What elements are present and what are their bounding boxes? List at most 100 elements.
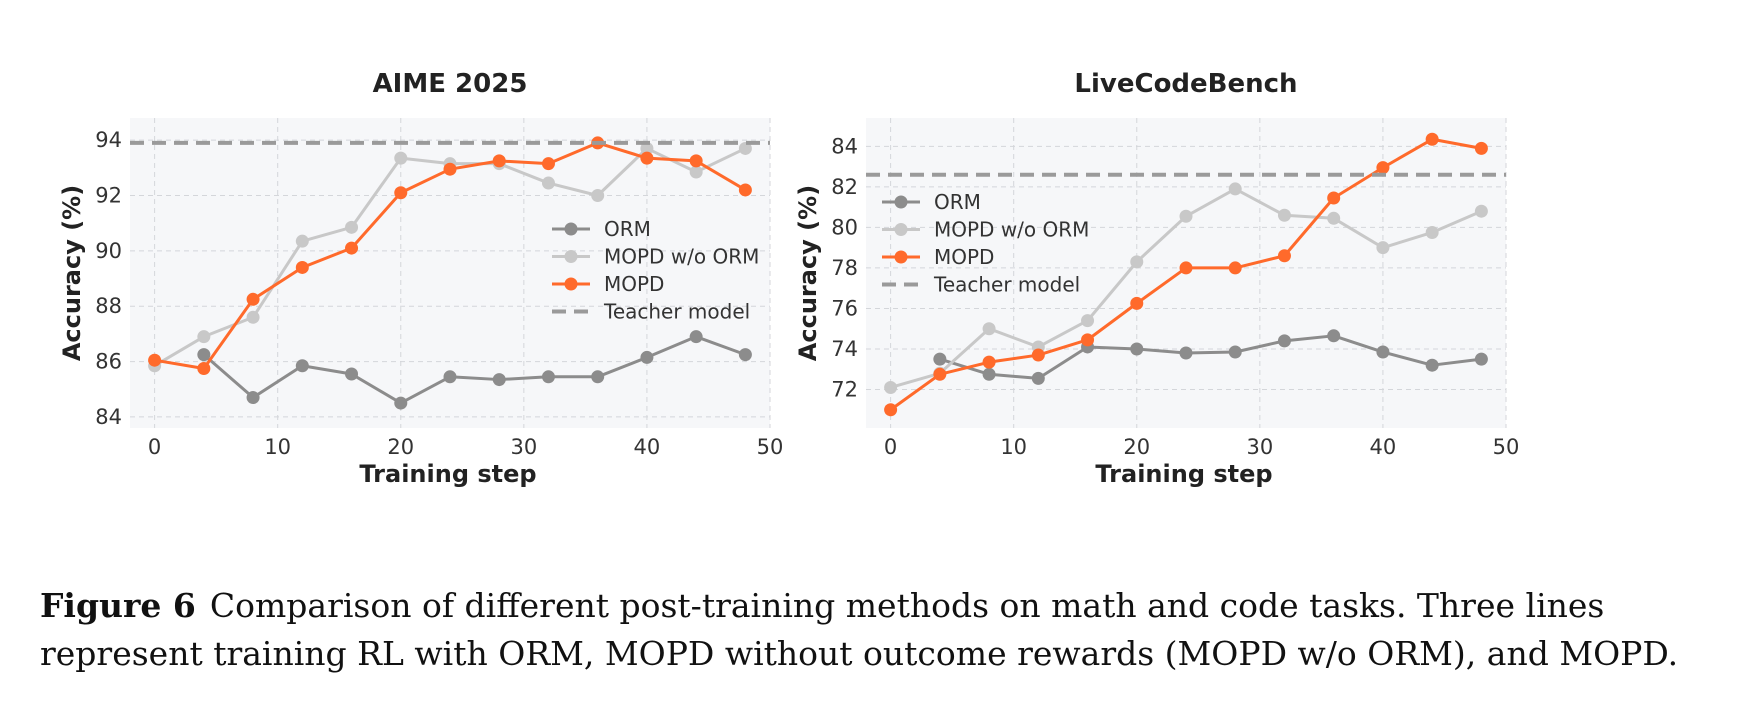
data-point-mopd xyxy=(1179,261,1193,275)
x-tick-label: 40 xyxy=(634,435,661,459)
y-tick-label: 76 xyxy=(831,296,858,320)
legend-label: Teacher model xyxy=(933,273,1080,297)
data-point-orm xyxy=(1228,345,1242,359)
data-point-mopd xyxy=(1277,249,1291,263)
y-tick-label: 86 xyxy=(95,350,122,374)
data-point-mopd xyxy=(492,154,506,168)
caption-figure-label: Figure 6 xyxy=(40,586,196,625)
data-point-mopd xyxy=(541,157,555,171)
data-point-mopd-w-o-orm xyxy=(1327,211,1341,225)
y-axis-label: Accuracy (%) xyxy=(58,185,86,361)
figure-caption: Figure 6 Comparison of different post-tra… xyxy=(40,582,1720,678)
data-point-mopd-w-o-orm xyxy=(1228,182,1242,196)
data-point-mopd-w-o-orm xyxy=(1277,208,1291,222)
x-tick-label: 40 xyxy=(1370,435,1397,459)
data-point-mopd xyxy=(1474,141,1488,155)
legend: ORM MOPD w/o ORM MOPD Teacher model xyxy=(552,217,759,324)
data-point-orm xyxy=(1425,358,1439,372)
data-point-orm xyxy=(738,348,752,362)
data-point-orm xyxy=(591,370,605,384)
x-tick-label: 30 xyxy=(510,435,537,459)
y-tick-label: 92 xyxy=(95,184,122,208)
y-tick-label: 94 xyxy=(95,128,122,152)
legend-label: MOPD w/o ORM xyxy=(934,218,1089,242)
data-point-mopd-w-o-orm xyxy=(689,165,703,179)
legend-label: ORM xyxy=(604,217,651,241)
data-point-mopd-w-o-orm xyxy=(246,310,260,324)
chart-panel-1: 0 10 20 30 40 50 84 86 88 90 92 94 AIME 2025 Training… xyxy=(58,69,783,488)
y-tick-label: 82 xyxy=(831,175,858,199)
legend-swatch-marker xyxy=(564,222,578,236)
data-point-mopd-w-o-orm xyxy=(738,141,752,155)
legend: ORM MOPD w/o ORM MOPD Teacher model xyxy=(882,190,1089,297)
legend-label: Teacher model xyxy=(603,300,750,324)
data-point-mopd-w-o-orm xyxy=(982,322,996,336)
data-point-mopd xyxy=(982,355,996,369)
y-tick-label: 88 xyxy=(95,294,122,318)
data-point-mopd xyxy=(197,361,211,375)
x-tick-label: 20 xyxy=(1123,435,1150,459)
data-point-mopd xyxy=(738,183,752,197)
x-tick-label: 50 xyxy=(757,435,784,459)
x-axis-label: Training step xyxy=(359,460,536,488)
data-point-mopd xyxy=(394,186,408,200)
data-point-mopd xyxy=(884,403,898,417)
data-point-mopd xyxy=(295,260,309,274)
legend-label: ORM xyxy=(934,190,981,214)
data-point-orm xyxy=(1031,371,1045,385)
data-point-mopd-w-o-orm xyxy=(1179,209,1193,223)
data-point-orm xyxy=(295,359,309,373)
chart-panel-2: 0 10 20 30 40 50 72 74 76 78 80 82 84 LiveCodeBench Tr… xyxy=(794,69,1519,488)
data-point-mopd xyxy=(1376,161,1390,175)
data-point-mopd xyxy=(933,367,947,381)
data-point-mopd xyxy=(1130,296,1144,310)
data-point-mopd-w-o-orm xyxy=(394,151,408,165)
legend-swatch-marker xyxy=(894,223,908,236)
data-point-mopd-w-o-orm xyxy=(1474,204,1488,218)
data-point-mopd-w-o-orm xyxy=(345,220,359,234)
data-point-mopd xyxy=(1327,191,1341,205)
legend-swatch-marker xyxy=(894,250,908,264)
x-tick-label: 30 xyxy=(1246,435,1273,459)
y-tick-label: 72 xyxy=(831,378,858,402)
data-point-mopd-w-o-orm xyxy=(197,330,211,344)
x-tick-label: 0 xyxy=(884,435,897,459)
figure-canvas: 0 10 20 30 40 50 84 86 88 90 92 94 AIME 2025 Training… xyxy=(58,69,1519,488)
data-point-mopd xyxy=(1425,132,1439,146)
y-axis-label: Accuracy (%) xyxy=(794,185,822,361)
series-line-orm xyxy=(939,334,1482,380)
data-point-mopd xyxy=(443,162,457,176)
legend-swatch-marker xyxy=(564,277,578,291)
data-point-mopd xyxy=(148,353,162,367)
data-point-mopd-w-o-orm xyxy=(1130,255,1144,269)
data-point-orm xyxy=(1130,342,1144,356)
data-point-mopd xyxy=(246,292,260,306)
y-tick-label: 80 xyxy=(831,215,858,239)
x-tick-label: 50 xyxy=(1493,435,1520,459)
data-point-mopd-w-o-orm xyxy=(1376,241,1390,255)
y-tick-label: 74 xyxy=(831,337,858,361)
legend-label: MOPD xyxy=(934,245,994,269)
data-point-mopd-w-o-orm xyxy=(640,141,654,155)
data-point-orm xyxy=(1277,334,1291,348)
legend-label: MOPD w/o ORM xyxy=(604,245,759,269)
y-tick-label: 90 xyxy=(95,239,122,263)
data-point-orm xyxy=(541,370,555,384)
legend-label: MOPD xyxy=(604,272,664,296)
x-tick-label: 20 xyxy=(387,435,414,459)
y-tick-label: 84 xyxy=(831,134,858,158)
series-line-orm xyxy=(202,335,746,405)
data-point-orm xyxy=(1376,345,1390,359)
data-point-orm xyxy=(1179,346,1193,360)
caption-line-2: represent training RL with ORM, MOPD wit… xyxy=(40,634,1679,673)
caption-line-1: Figure 6 Comparison of different post-tra… xyxy=(40,582,1720,630)
x-tick-label: 10 xyxy=(264,435,291,459)
data-point-mopd-w-o-orm xyxy=(591,189,605,202)
caption-text-1: Comparison of different post-training me… xyxy=(209,586,1605,625)
data-point-mopd-w-o-orm xyxy=(295,234,309,248)
data-point-orm xyxy=(345,367,359,381)
data-point-orm xyxy=(443,370,457,384)
legend-swatch-marker xyxy=(894,195,908,209)
data-point-mopd xyxy=(640,151,654,165)
data-point-mopd xyxy=(1228,261,1242,275)
